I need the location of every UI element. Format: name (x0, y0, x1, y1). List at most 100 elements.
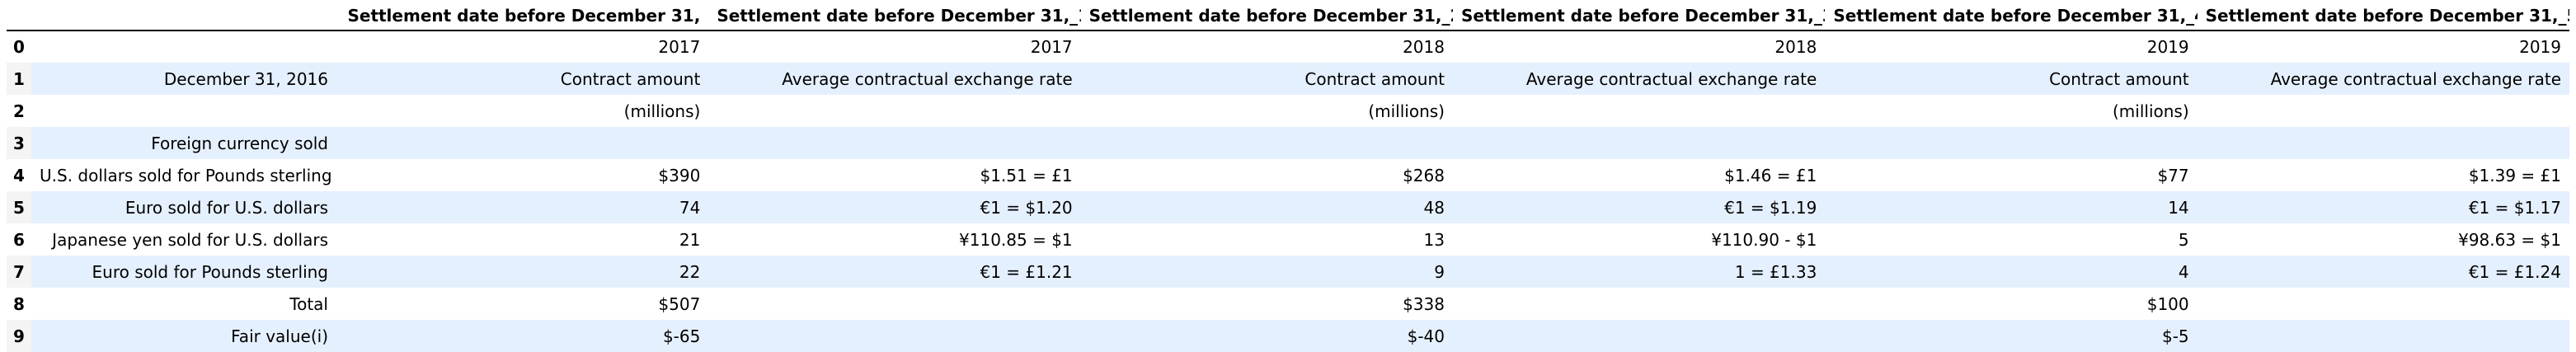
table-cell: 9 (1080, 256, 1453, 288)
table-cell: (millions) (623, 101, 701, 121)
table-cell: ¥110.85 = $1 (959, 229, 1073, 250)
table-cell: 2019 (2146, 37, 2189, 57)
row-index: 0 (13, 37, 25, 57)
table-cell: Average contractual exchange rate (2197, 63, 2569, 95)
table-cell: 74 (336, 191, 709, 223)
table-cell: €1 = $1.19 (1452, 191, 1826, 223)
table-cell: $1.46 = £1 (1724, 165, 1817, 185)
column-header: Settlement date before December 31, (336, 2, 709, 31)
table-row: 2 (millions) (millions) (millions) (7, 95, 2569, 127)
table-cell: $-65 (336, 320, 709, 352)
table-cell: (millions) (2112, 101, 2189, 121)
table-cell: Contract amount (336, 63, 709, 95)
table-cell: 21 (679, 229, 701, 250)
table-cell: 48 (1080, 191, 1453, 223)
table-cell (31, 95, 336, 127)
table-cell (31, 31, 336, 63)
index-header (7, 2, 31, 31)
table-cell: $390 (658, 165, 701, 185)
table-cell: Euro sold for Pounds sterling (31, 256, 336, 288)
table-cell: 4 (1825, 256, 2198, 288)
table-cell: 1 = £1.33 (1452, 256, 1826, 288)
table-cell (1453, 95, 1825, 127)
table-cell: (millions) (1368, 101, 1445, 121)
table-cell: ¥110.90 - $1 (1711, 229, 1817, 250)
column-header: Settlement date before December 31,_3 (1452, 2, 1826, 31)
table-cell: $507 (658, 293, 701, 314)
table-cell: €1 = $1.17 (2197, 191, 2569, 223)
table-row: 4 U.S. dollars sold for Pounds sterling … (7, 159, 2569, 191)
table-cell (336, 127, 709, 159)
row-index: 1 (7, 63, 31, 95)
table-cell: Foreign currency sold (31, 127, 336, 159)
table-cell: Average contractual exchange rate (1452, 63, 1826, 95)
data-table: Settlement date before December 31, Sett… (7, 2, 2569, 352)
table-cell: ¥98.63 = $1 (2458, 229, 2561, 250)
row-index: 6 (13, 229, 25, 250)
table-cell: Contract amount (1825, 63, 2198, 95)
row-index: 8 (13, 293, 25, 314)
row-index: 2 (13, 101, 25, 121)
table-row: 9 Fair value(i) $-65 $-40 $-5 (7, 320, 2569, 352)
table-cell (2198, 288, 2569, 320)
table-row: 7 Euro sold for Pounds sterling 22 €1 = … (7, 256, 2569, 288)
table-cell: $1.39 = £1 (2468, 165, 2561, 185)
table-cell: €1 = $1.20 (708, 191, 1081, 223)
table-cell (2197, 320, 2569, 352)
table-cell: 22 (336, 256, 709, 288)
row-index: 3 (7, 127, 31, 159)
table-cell: 14 (1825, 191, 2198, 223)
table-cell (708, 320, 1081, 352)
table-cell (1452, 320, 1826, 352)
table-row: 5 Euro sold for U.S. dollars 74 €1 = $1.… (7, 191, 2569, 223)
table-cell (2198, 95, 2569, 127)
row-index: 5 (7, 191, 31, 223)
table-cell: 2018 (1403, 37, 1445, 57)
table-cell: 2018 (1775, 37, 1817, 57)
column-header: Settlement date before December 31,_1 (708, 2, 1081, 31)
column-header: Settlement date before December 31,_2 (1080, 2, 1453, 31)
table-cell: $268 (1403, 165, 1445, 185)
table-cell: $100 (2146, 293, 2189, 314)
table-row: 3 Foreign currency sold (7, 127, 2569, 159)
table-cell: $-40 (1080, 320, 1453, 352)
table-cell: $77 (2157, 165, 2189, 185)
column-header: Settlement date before December 31,_4 (1825, 2, 2198, 31)
table-cell: €1 = £1.21 (708, 256, 1081, 288)
table-cell: U.S. dollars sold for Pounds sterling (40, 165, 332, 185)
table-row: 6 Japanese yen sold for U.S. dollars 21 … (7, 223, 2569, 256)
table-cell (1080, 127, 1453, 159)
table-cell (1825, 127, 2198, 159)
table-cell (2197, 127, 2569, 159)
table-cell: 2019 (2519, 37, 2561, 57)
table-row: 1 December 31, 2016 Contract amount Aver… (7, 63, 2569, 95)
data-table-container: Settlement date before December 31, Sett… (7, 2, 2569, 352)
table-cell: December 31, 2016 (31, 63, 336, 95)
column-header: Settlement date before December 31,_5 (2197, 2, 2569, 31)
table-cell: $338 (1403, 293, 1445, 314)
table-cell: Total (289, 293, 328, 314)
table-cell: Contract amount (1080, 63, 1453, 95)
table-cell: Fair value(i) (31, 320, 336, 352)
table-cell: €1 = £1.24 (2197, 256, 2569, 288)
table-cell: 2017 (1030, 37, 1073, 57)
table-cell: $1.51 = £1 (980, 165, 1073, 185)
table-cell (1452, 127, 1826, 159)
table-row: 0 2017 2017 2018 2018 2019 2019 (7, 31, 2569, 63)
row-index: 9 (7, 320, 31, 352)
table-cell: Japanese yen sold for U.S. dollars (52, 229, 328, 250)
table-cell: 5 (2178, 229, 2189, 250)
table-cell (708, 127, 1081, 159)
table-cell: Euro sold for U.S. dollars (31, 191, 336, 223)
table-cell: Average contractual exchange rate (708, 63, 1081, 95)
column-header (31, 2, 336, 31)
table-cell (708, 288, 1080, 320)
table-cell (708, 95, 1080, 127)
table-cell: 2017 (658, 37, 701, 57)
row-index: 7 (7, 256, 31, 288)
table-cell (1453, 288, 1825, 320)
row-index: 4 (13, 165, 25, 185)
table-cell: 13 (1423, 229, 1445, 250)
table-cell: $-5 (1825, 320, 2198, 352)
table-row: 8 Total $507 $338 $100 (7, 288, 2569, 320)
